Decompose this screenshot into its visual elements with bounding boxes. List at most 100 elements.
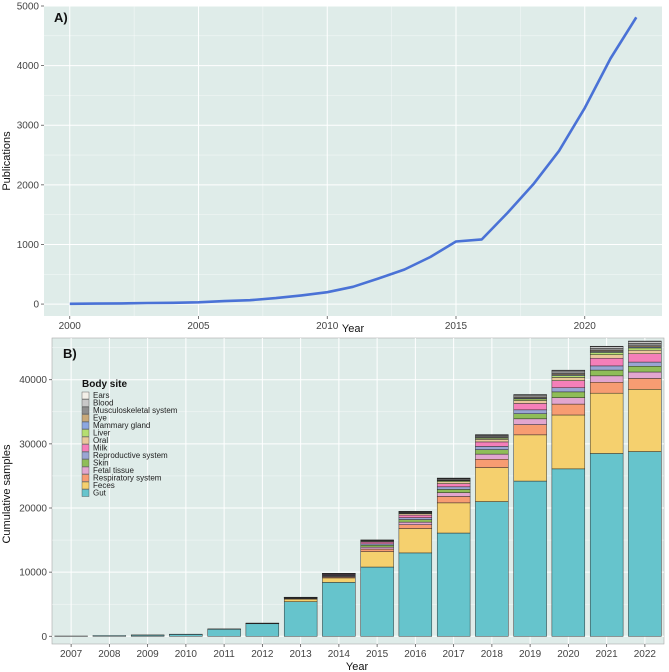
x-tick-label: 2009 xyxy=(137,649,160,660)
bar-segment-feces xyxy=(628,389,662,452)
legend-swatch xyxy=(81,414,90,422)
bar-segment-oral xyxy=(513,400,547,404)
legend-label: Ears xyxy=(93,391,109,400)
bar-segment-gut xyxy=(436,532,471,637)
bar-segment-fetal-tissue xyxy=(513,418,547,425)
y-tick-label: 0 xyxy=(33,300,39,311)
bar-segment-gut xyxy=(92,635,127,637)
legend-swatch xyxy=(81,489,90,497)
legend-swatch xyxy=(81,429,90,437)
bar-segment-skin xyxy=(628,366,662,373)
y-tick-label: 3000 xyxy=(17,121,40,132)
bar-segment-respiratory-system xyxy=(398,524,433,529)
bar-segment-reproductive-system xyxy=(589,365,624,371)
bar-segment-gut xyxy=(398,552,433,637)
x-tick-label: 2010 xyxy=(175,649,198,660)
bar-segment-skin xyxy=(475,449,509,455)
panel-a-x-axis-title: Year xyxy=(342,323,365,335)
bar-segment-respiratory-system xyxy=(628,378,662,390)
bar-segment-gut xyxy=(245,623,280,637)
bar-segment-musculoskeletal-system xyxy=(513,395,547,398)
legend-swatch xyxy=(81,406,90,415)
panel-b-label: B) xyxy=(63,346,77,361)
legend-swatch xyxy=(81,399,90,407)
x-tick-label: 2022 xyxy=(634,649,657,660)
bar-segment-liver xyxy=(513,398,547,401)
bar-segment-skin xyxy=(513,413,547,420)
bar-segment-milk xyxy=(436,483,471,488)
panel-a-series xyxy=(69,16,638,306)
legend-label: Blood xyxy=(93,399,113,408)
legend-swatch xyxy=(81,436,90,445)
legend-label: Milk xyxy=(93,444,108,453)
legend-label: Eye xyxy=(93,414,107,423)
legend-label: Fetal tissue xyxy=(93,466,134,475)
bar-segment-fetal-tissue xyxy=(551,397,586,405)
x-tick-label: 2005 xyxy=(187,321,210,332)
legend-swatch xyxy=(81,481,90,490)
bar-segment-milk xyxy=(398,514,433,518)
bar-segment-fetal-tissue xyxy=(628,371,662,379)
legend-swatch xyxy=(81,451,90,460)
bar-segment-feces xyxy=(475,467,509,502)
panel-b-y-ticks: 0 10000 20000 30000 40000 xyxy=(19,375,52,643)
x-tick-label: 2014 xyxy=(328,649,351,660)
bar-segment-reproductive-system xyxy=(513,409,547,414)
bar-segment-skin xyxy=(436,489,471,493)
x-tick-label: 2013 xyxy=(290,649,313,660)
bar-segment-gut xyxy=(283,601,318,637)
legend-swatch xyxy=(81,421,90,430)
publications-line xyxy=(69,16,638,306)
bar-segment-oral xyxy=(589,354,624,359)
x-tick-label: 2010 xyxy=(316,321,339,332)
bar-segment-feces xyxy=(322,577,356,583)
y-tick-label: 10000 xyxy=(19,568,47,579)
x-tick-label: 2008 xyxy=(98,649,121,660)
bar-segment-oral xyxy=(475,439,509,443)
panel-a-x-ticks: 2000 2005 2010 2015 2020 xyxy=(59,316,596,332)
legend-label: Oral xyxy=(93,436,108,445)
y-tick-label: 1000 xyxy=(17,240,40,251)
bar-segment-reproductive-system xyxy=(475,446,509,450)
bar-segment-gut xyxy=(551,468,586,637)
x-tick-label: 2000 xyxy=(59,321,82,332)
bar-segment-oral xyxy=(436,481,471,484)
x-tick-label: 2015 xyxy=(445,321,468,332)
bar-segment-liver xyxy=(589,352,624,355)
bar-segment-respiratory-system xyxy=(360,548,394,552)
panel-a-gridlines xyxy=(44,5,662,316)
panel-a-label: A) xyxy=(54,10,68,25)
legend-label: Respiratory system xyxy=(93,474,162,483)
x-tick-label: 2019 xyxy=(519,649,542,660)
legend-label: Feces xyxy=(93,481,115,490)
bar-segment-respiratory-system xyxy=(513,424,547,436)
bar-segment-feces xyxy=(398,528,433,554)
x-tick-label: 2007 xyxy=(60,649,83,660)
bar-segment-gut xyxy=(513,480,547,637)
x-tick-label: 2018 xyxy=(481,649,504,660)
bar-segment-feces xyxy=(360,551,394,568)
bar-segment-skin xyxy=(589,369,624,377)
panel-b-stacked-bars xyxy=(54,340,662,637)
bar-segment-milk xyxy=(551,380,586,388)
panel-b-x-axis-title: Year xyxy=(346,661,369,672)
bar-segment-gut xyxy=(589,453,624,637)
x-tick-label: 2015 xyxy=(366,649,389,660)
bar-segment-blood xyxy=(589,346,624,349)
bar-segment-feces xyxy=(513,434,547,482)
bar-segment-reproductive-system xyxy=(628,361,662,367)
legend-swatch xyxy=(81,459,90,467)
bar-segment-oral xyxy=(551,377,586,381)
bar-segment-fetal-tissue xyxy=(589,375,624,383)
y-tick-label: 4000 xyxy=(17,61,40,72)
bar-segment-gut xyxy=(322,582,356,637)
bar-segment-respiratory-system xyxy=(475,459,509,468)
y-tick-label: 30000 xyxy=(19,439,47,450)
bar-segment-gut xyxy=(628,451,662,637)
x-tick-label: 2021 xyxy=(596,649,619,660)
